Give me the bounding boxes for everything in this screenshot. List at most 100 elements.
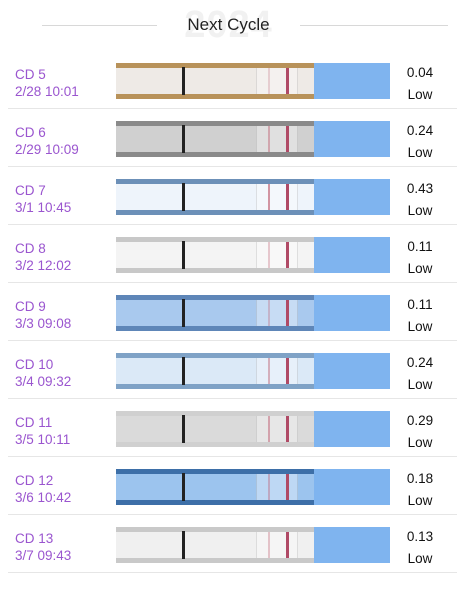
strip-label-area [314,179,390,215]
cycle-day: CD 7 [15,183,46,198]
test-line [268,242,270,268]
test-strip-photo [116,411,390,447]
cycle-day: CD 10 [15,357,54,372]
test-strip-photo [116,63,390,99]
test-strip-photo [116,353,390,389]
test-date: 3/6 10:42 [15,490,72,505]
strip-marker [182,299,185,327]
lh-level: Low [407,435,433,450]
control-line [286,358,289,384]
test-strip-photo [116,237,390,273]
lh-value: 0.29 [406,413,434,428]
row-separator [8,224,457,225]
test-line [268,532,270,558]
lh-level: Low [407,551,433,566]
test-line [268,126,270,152]
strip-window [256,126,298,152]
strip-label-area [314,121,390,157]
test-line [268,474,270,500]
test-row: CD 10 3/4 09:32 0.24 Low [0,341,457,399]
test-row: CD 5 2/28 10:01 0.04 Low [0,51,457,109]
cycle-day: CD 13 [15,531,54,546]
strip-window [256,358,298,384]
lh-level: Low [407,493,433,508]
test-line [268,358,270,384]
strip-marker [182,531,185,559]
lh-level: Low [407,261,433,276]
strip-marker [182,415,185,443]
test-row: CD 11 3/5 10:11 0.29 Low [0,399,457,457]
strip-window [256,242,298,268]
row-separator [8,398,457,399]
strip-window [256,532,298,558]
strip-label-area [314,63,390,99]
lh-value: 0.04 [406,65,434,80]
test-date: 3/7 09:43 [15,548,72,563]
control-line [286,474,289,500]
row-separator [8,514,457,515]
control-line [286,126,289,152]
lh-value: 0.24 [406,355,434,370]
test-date: 3/3 09:08 [15,316,72,331]
lh-value: 0.18 [406,471,434,486]
cycle-day: CD 11 [15,415,53,430]
row-separator [8,572,457,573]
lh-value: 0.13 [406,529,434,544]
test-line [268,300,270,326]
control-line [286,242,289,268]
year-watermark: 2024 [184,4,273,46]
row-separator [8,108,457,109]
test-strip-photo [116,469,390,505]
header-rule [300,25,448,26]
strip-window [256,474,298,500]
test-date: 3/2 12:02 [15,258,72,273]
header-title: Next Cycle [187,15,270,34]
test-strip-photo [116,527,390,563]
lh-value: 0.24 [406,123,434,138]
strip-marker [182,357,185,385]
cycle-day: CD 5 [15,67,46,82]
control-line [286,68,289,94]
lh-value: 0.11 [407,297,433,312]
test-line [268,416,270,442]
row-separator [8,456,457,457]
test-row: CD 9 3/3 09:08 0.11 Low [0,283,457,341]
test-row: CD 13 3/7 09:43 0.13 Low [0,515,457,573]
test-line [268,68,270,94]
row-separator [8,166,457,167]
lh-level: Low [407,203,433,218]
test-row: CD 7 3/1 10:45 0.43 Low [0,167,457,225]
row-separator [8,282,457,283]
lh-level: Low [407,145,433,160]
control-line [286,532,289,558]
header-rule [42,25,157,26]
cycle-day: CD 12 [15,473,54,488]
test-strip-photo [116,295,390,331]
strip-window [256,184,298,210]
control-line [286,416,289,442]
test-line [268,184,270,210]
control-line [286,184,289,210]
strip-marker [182,183,185,211]
lh-level: Low [407,377,433,392]
strip-marker [182,241,185,269]
strip-marker [182,473,185,501]
strip-label-area [314,411,390,447]
test-date: 2/28 10:01 [15,84,79,99]
strip-label-area [314,527,390,563]
header: 2024 Next Cycle [0,0,457,50]
cycle-day: CD 9 [15,299,46,314]
test-row: CD 6 2/29 10:09 0.24 Low [0,109,457,167]
cycle-day: CD 8 [15,241,46,256]
test-date: 3/1 10:45 [15,200,72,215]
strip-label-area [314,469,390,505]
test-date: 3/5 10:11 [15,432,71,447]
test-strip-photo [116,179,390,215]
lh-level: Low [407,87,433,102]
strip-window [256,416,298,442]
strip-label-area [314,295,390,331]
strip-window [256,300,298,326]
strip-window [256,68,298,94]
lh-value: 0.43 [406,181,434,196]
